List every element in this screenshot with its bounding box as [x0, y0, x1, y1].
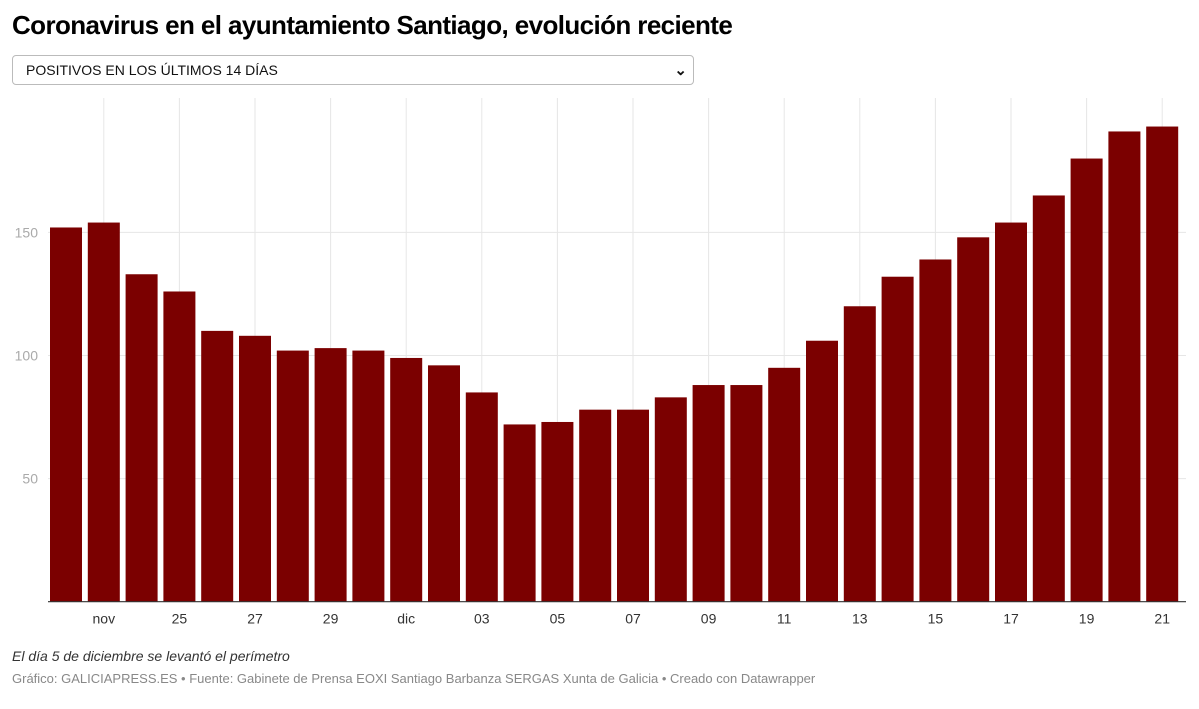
y-tick-label: 150	[15, 224, 39, 240]
bar	[1070, 158, 1103, 602]
y-tick-label: 100	[15, 348, 39, 364]
x-tick-label: 27	[247, 611, 263, 627]
bar	[1032, 195, 1065, 602]
x-tick-label: 13	[852, 611, 868, 627]
bar	[125, 274, 158, 602]
bar	[617, 409, 649, 602]
bar	[919, 259, 952, 602]
bar	[276, 350, 309, 602]
bar	[730, 385, 763, 602]
bar	[541, 421, 574, 602]
chart-title: Coronavirus en el ayuntamiento Santiago,…	[12, 10, 733, 40]
bar	[654, 397, 687, 602]
x-tick-label: nov	[93, 611, 116, 627]
bar	[428, 365, 460, 602]
bar	[390, 357, 423, 602]
bar	[239, 335, 271, 602]
dropdown-selected-value: POSITIVOS EN LOS ÚLTIMOS 14 DÍAS	[26, 62, 278, 78]
bar	[163, 291, 196, 602]
bar	[881, 276, 914, 602]
bar	[957, 237, 990, 602]
x-tick-label: 15	[928, 611, 944, 627]
x-tick-label: 09	[701, 611, 717, 627]
bar	[87, 222, 120, 602]
bar	[352, 350, 385, 602]
chart-note: El día 5 de diciembre se levantó el perí…	[12, 648, 290, 664]
x-tick-label: 17	[1003, 611, 1019, 627]
x-tick-label: 19	[1079, 611, 1095, 627]
chart-source: Gráfico: GALICIAPRESS.ES • Fuente: Gabin…	[12, 671, 816, 686]
bar	[843, 306, 876, 602]
x-tick-label: dic	[397, 611, 415, 627]
x-tick-label: 25	[172, 611, 188, 627]
x-tick-label: 21	[1154, 611, 1170, 627]
x-tick-label: 03	[474, 611, 490, 627]
bar	[50, 227, 82, 602]
bar	[1108, 131, 1141, 602]
bar	[692, 385, 725, 602]
chevron-down-icon: ⌄	[674, 62, 687, 79]
x-tick-label: 05	[550, 611, 566, 627]
bar	[806, 340, 838, 602]
x-tick-label: 29	[323, 611, 339, 627]
bar	[995, 222, 1027, 602]
bar	[579, 409, 612, 602]
y-tick-label: 50	[22, 471, 38, 487]
bar	[201, 330, 234, 602]
bar	[465, 392, 498, 602]
bar	[1146, 126, 1179, 602]
bar-chart: 50 100 150 nov 25 27 29 dic 03 05 07 09 11 13 15 17 19 21	[15, 98, 1186, 627]
x-tick-label: 11	[777, 611, 792, 627]
metric-dropdown[interactable]: POSITIVOS EN LOS ÚLTIMOS 14 DÍAS ⌄	[12, 55, 694, 85]
bar	[503, 424, 536, 602]
x-tick-label: 07	[625, 611, 641, 627]
bar	[768, 367, 801, 602]
bar	[314, 348, 347, 602]
